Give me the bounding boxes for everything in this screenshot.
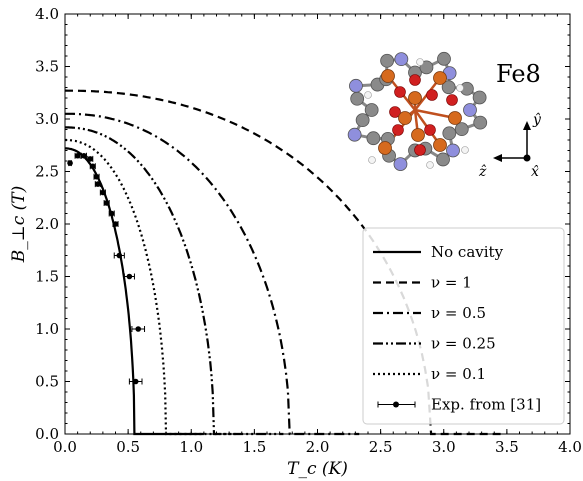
y-axis-label: B_⊥c (T) — [9, 186, 29, 264]
x-tick-label: 3.5 — [495, 438, 519, 456]
y-tick-label: 2.5 — [35, 163, 59, 181]
legend-label: No cavity — [431, 243, 504, 261]
carbon-atom — [393, 157, 408, 172]
molecule-inset: Fe8 ŷ ẑ x̂ — [347, 51, 542, 180]
data-point — [89, 163, 96, 170]
x-tick-label: 2.5 — [369, 438, 393, 456]
carbon-atom — [350, 91, 365, 106]
iron-atom — [411, 128, 425, 142]
carbon-atom — [441, 80, 456, 95]
x-tick-label: 1.0 — [179, 438, 203, 456]
legend-label: ν = 0.25 — [431, 335, 496, 353]
x-axis-dot — [523, 154, 531, 162]
data-point — [67, 160, 73, 166]
data-point — [74, 152, 81, 159]
z-arrow-head — [493, 154, 502, 162]
data-point — [135, 326, 142, 332]
y-tick-label: 1.5 — [35, 268, 59, 286]
y-tick-label: 4.0 — [35, 5, 59, 23]
x-tick-label: 3.0 — [432, 438, 456, 456]
hydrogen-atom — [461, 146, 469, 154]
data-point — [132, 378, 139, 385]
series-line-dashdot — [65, 112, 360, 436]
z-direction-label: ẑ — [478, 163, 487, 180]
data-point — [103, 200, 110, 206]
carbon-atom — [463, 103, 477, 117]
carbon-atom — [472, 90, 487, 105]
x-direction-label: x̂ — [531, 164, 539, 180]
oxygen-atom — [392, 124, 404, 136]
oxygen-atom — [389, 106, 401, 118]
carbon-atom — [446, 143, 460, 158]
carbon-atom — [436, 152, 450, 167]
carbon-atom — [355, 113, 370, 128]
legend-label: ν = 0.5 — [431, 304, 486, 322]
carbon-atom — [437, 51, 451, 66]
data-point — [112, 221, 119, 227]
legend-label: ν = 1 — [431, 274, 472, 292]
series-line-solid — [65, 147, 204, 436]
legend-label: Exp. from [31] — [431, 396, 541, 414]
series-line-dashdotdot — [65, 126, 284, 436]
carbon-atom — [473, 115, 488, 130]
hydrogen-atom — [364, 91, 372, 99]
series-line-dotted — [65, 138, 236, 436]
y-arrow-head — [523, 121, 531, 130]
oxygen-atom — [394, 86, 406, 98]
x-tick-label: 0.0 — [53, 438, 77, 456]
carbon-atom — [394, 52, 409, 67]
hydrogen-atom — [426, 161, 434, 169]
data-point — [87, 156, 94, 162]
y-tick-label: 0.0 — [35, 425, 59, 443]
carbon-atom — [364, 103, 379, 117]
x-tick-label: 4.0 — [558, 438, 582, 456]
data-point — [100, 189, 106, 196]
carbon-atom — [347, 127, 362, 142]
y-tick-label: 2.0 — [35, 215, 59, 233]
x-tick-label: 0.5 — [116, 438, 140, 456]
carbon-atom — [454, 122, 469, 137]
y-tick-label: 1.0 — [35, 320, 59, 338]
hydrogen-atom — [368, 156, 376, 164]
oxygen-atom — [409, 74, 421, 86]
data-point — [108, 210, 115, 217]
oxygen-atom — [446, 94, 458, 106]
iron-atom — [381, 69, 395, 83]
carbon-atom — [419, 60, 434, 75]
data-point — [116, 252, 123, 259]
carbon-atom — [442, 126, 457, 141]
molecule-label: Fe8 — [496, 60, 541, 88]
data-point — [95, 181, 101, 187]
hydrogen-atom — [416, 58, 424, 66]
y-direction-label: ŷ — [532, 111, 542, 128]
oxygen-atom — [426, 89, 438, 101]
data-point — [126, 273, 133, 280]
x-tick-label: 2.0 — [306, 438, 330, 456]
iron-atom — [378, 141, 392, 155]
hydrogen-atom — [456, 84, 464, 92]
legend: No cavity ν = 1 ν = 0.5 ν = 0.25 ν = 0.1 Exp.… — [362, 227, 565, 425]
y-tick-label: 3.5 — [35, 58, 59, 76]
oxygen-atom — [424, 124, 436, 136]
legend-marker — [393, 401, 399, 408]
data-point — [93, 173, 100, 180]
iron-atom — [398, 111, 412, 125]
legend-label: ν = 0.1 — [431, 365, 486, 383]
x-axis-label: T_c (K) — [287, 459, 348, 479]
y-tick-label: 3.0 — [35, 110, 59, 128]
iron-atom — [433, 71, 447, 85]
carbon-atom — [380, 53, 395, 68]
x-tick-label: 1.5 — [242, 438, 266, 456]
y-tick-label: 0.5 — [35, 373, 59, 391]
experimental-points — [67, 152, 146, 385]
data-point — [81, 152, 87, 159]
iron-atom — [433, 138, 447, 152]
iron-atom — [448, 111, 462, 125]
iron-atom — [408, 91, 422, 105]
axes: 0.00.0 0.5 0.5 1.0 1.0 1.5 1.5 2.0 2.0 2.5 2.5 3.0 3… — [9, 5, 582, 479]
carbon-atom — [366, 131, 381, 146]
oxygen-atom — [414, 144, 426, 156]
carbon-atom — [349, 78, 363, 93]
